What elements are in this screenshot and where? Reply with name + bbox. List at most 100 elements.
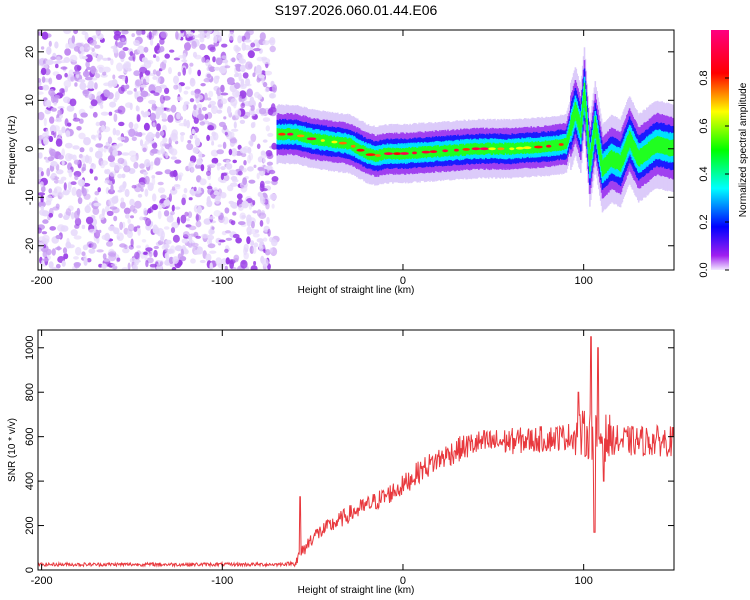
ridge-band-4 bbox=[633, 140, 635, 157]
ridge-band-4 bbox=[566, 134, 569, 146]
noise-blob bbox=[239, 119, 246, 124]
noise-blob bbox=[213, 75, 219, 85]
noise-blob bbox=[160, 235, 165, 242]
ridge-band-4 bbox=[417, 147, 419, 159]
noise-blob bbox=[195, 220, 202, 228]
ridge-band-4 bbox=[602, 159, 605, 176]
noise-blob bbox=[122, 47, 129, 51]
ridge-band-4 bbox=[665, 138, 667, 155]
noise-blob bbox=[132, 53, 136, 62]
noise-blob bbox=[250, 265, 258, 270]
noise-blob bbox=[218, 65, 227, 74]
noise-blob bbox=[271, 176, 279, 182]
noise-blob bbox=[138, 132, 143, 137]
noise-blob bbox=[221, 43, 228, 48]
ridge-band-4 bbox=[627, 135, 629, 152]
noise-blob bbox=[63, 253, 69, 260]
ridge-band-4 bbox=[638, 150, 641, 167]
noise-blob bbox=[261, 258, 269, 267]
noise-blob bbox=[174, 159, 182, 164]
ridge-band-4 bbox=[380, 150, 382, 161]
noise-blob bbox=[199, 178, 207, 186]
ridge-band-4 bbox=[408, 147, 410, 158]
noise-blob bbox=[42, 257, 50, 262]
noise-blob bbox=[239, 147, 248, 154]
noise-blob bbox=[224, 265, 228, 270]
ridge-hotspot bbox=[471, 147, 481, 151]
noise-blob bbox=[150, 90, 156, 94]
noise-blob bbox=[186, 143, 194, 151]
noise-blob bbox=[112, 74, 116, 80]
noise-blob bbox=[110, 184, 114, 192]
noise-blob bbox=[176, 96, 183, 102]
noise-blob bbox=[159, 94, 165, 104]
ridge-band-4 bbox=[595, 122, 597, 139]
noise-blob bbox=[180, 30, 184, 34]
noise-blob bbox=[250, 220, 255, 229]
noise-blob bbox=[269, 247, 273, 253]
colorbar-tick-label: 0.2 bbox=[698, 214, 710, 229]
noise-blob bbox=[64, 142, 73, 149]
ridge-band-4 bbox=[567, 132, 569, 144]
noise-blob bbox=[78, 132, 86, 140]
noise-blob bbox=[41, 132, 48, 142]
noise-blob bbox=[228, 148, 233, 156]
noise-blob bbox=[188, 225, 197, 231]
noise-blob bbox=[73, 262, 82, 267]
noise-blob bbox=[120, 197, 125, 203]
ridge-band-4 bbox=[328, 136, 331, 147]
noise-blob bbox=[152, 75, 158, 80]
ridge-hotspot bbox=[338, 141, 347, 145]
noise-blob bbox=[57, 106, 65, 110]
noise-blob bbox=[57, 224, 65, 232]
noise-blob bbox=[76, 126, 82, 131]
noise-blob bbox=[87, 46, 93, 50]
noise-blob bbox=[168, 193, 172, 203]
ridge-band-4 bbox=[646, 144, 649, 161]
noise-blob bbox=[38, 91, 44, 95]
ridge-band-4 bbox=[639, 148, 642, 165]
noise-blob bbox=[94, 176, 98, 181]
noise-blob bbox=[235, 237, 242, 244]
ridge-band-4 bbox=[616, 152, 618, 169]
y-tick-label: 0 bbox=[24, 146, 36, 152]
ridge-band-4 bbox=[459, 143, 462, 155]
noise-blob bbox=[244, 111, 251, 118]
noise-blob bbox=[55, 74, 63, 80]
ridge-band-4 bbox=[437, 145, 439, 156]
noise-blob bbox=[74, 224, 80, 229]
noise-blob bbox=[267, 132, 274, 137]
noise-blob bbox=[184, 86, 191, 90]
noise-blob bbox=[134, 43, 140, 46]
noise-blob bbox=[235, 91, 240, 97]
ridge-band-4 bbox=[286, 128, 288, 139]
noise-blob bbox=[81, 224, 86, 230]
noise-blob bbox=[115, 129, 121, 136]
colorbar-tick-label: 0.0 bbox=[698, 262, 710, 277]
noise-blob bbox=[264, 70, 273, 76]
noise-blob bbox=[226, 159, 230, 164]
noise-blob bbox=[117, 136, 126, 141]
noise-blob bbox=[225, 230, 231, 234]
noise-blob bbox=[54, 41, 59, 49]
noise-blob bbox=[114, 91, 120, 101]
noise-blob bbox=[249, 96, 255, 105]
noise-blob bbox=[108, 225, 116, 232]
noise-blob bbox=[218, 121, 226, 128]
noise-blob bbox=[246, 166, 254, 172]
ridge-band-4 bbox=[356, 143, 358, 154]
noise-blob bbox=[124, 188, 130, 198]
noise-blob bbox=[264, 180, 271, 184]
noise-blob bbox=[82, 244, 88, 251]
noise-blob bbox=[264, 249, 271, 256]
noise-blob bbox=[83, 257, 88, 266]
ridge-band-4 bbox=[623, 145, 625, 162]
noise-blob bbox=[130, 155, 138, 163]
noise-blob bbox=[60, 66, 68, 70]
noise-blob bbox=[269, 193, 278, 201]
noise-blob bbox=[69, 54, 78, 63]
noise-blob bbox=[59, 88, 65, 94]
ridge-band-4 bbox=[349, 138, 352, 149]
